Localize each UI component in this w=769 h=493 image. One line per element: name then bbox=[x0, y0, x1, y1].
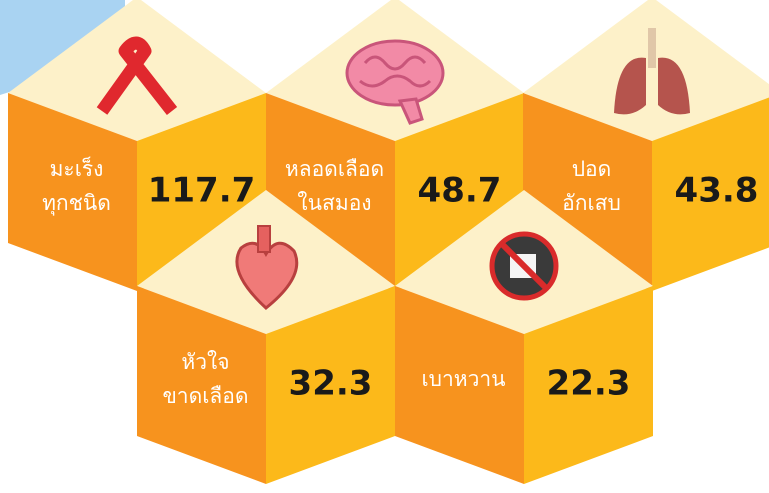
trachea bbox=[648, 28, 656, 68]
heart-vessel bbox=[257, 225, 271, 253]
cause-label: ในสมอง bbox=[297, 191, 371, 215]
cube-right bbox=[266, 286, 395, 484]
cause-label: เบาหวาน bbox=[421, 367, 505, 391]
cause-label: มะเร็ง bbox=[50, 155, 104, 181]
cube-left bbox=[137, 286, 266, 484]
lung-right bbox=[658, 57, 690, 115]
rate-value: 22.3 bbox=[547, 364, 631, 404]
cause-label: หลอดเลือด bbox=[285, 157, 384, 181]
brain-folds bbox=[359, 55, 432, 88]
rate-value: 43.8 bbox=[675, 171, 759, 211]
ribbon-icon bbox=[96, 36, 178, 116]
cause-label: ขาดเลือด bbox=[162, 384, 248, 408]
corner-shape bbox=[0, 0, 125, 95]
cube-left bbox=[8, 93, 137, 291]
cause-label: ปอด bbox=[572, 157, 612, 181]
cube-right bbox=[652, 97, 769, 291]
cube-right bbox=[524, 286, 653, 484]
cause-label: หัวใจ bbox=[181, 350, 229, 374]
cube: เบาหวาน 22.3 bbox=[395, 190, 653, 484]
cause-label: อักเสบ bbox=[562, 191, 621, 215]
cube-left bbox=[395, 286, 524, 484]
heart-icon bbox=[235, 241, 299, 310]
lung-left bbox=[614, 57, 646, 115]
cause-label: ทุกชนิด bbox=[42, 191, 111, 216]
rate-value: 48.7 bbox=[418, 171, 502, 211]
rate-value: 32.3 bbox=[289, 364, 373, 404]
brain-icon bbox=[345, 39, 445, 107]
brain-stem bbox=[397, 97, 424, 125]
strike bbox=[498, 240, 550, 292]
rate-value: 117.7 bbox=[148, 171, 256, 211]
